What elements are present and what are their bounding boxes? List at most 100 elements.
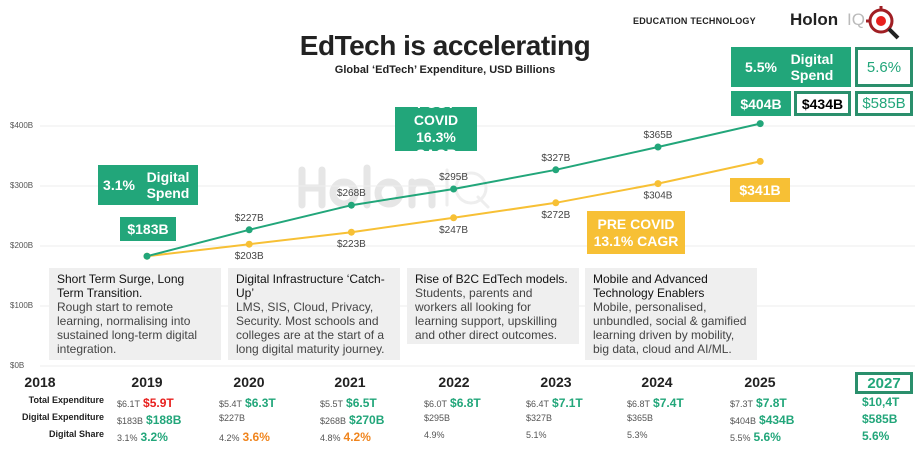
- digital-expenditure: $227B: [219, 413, 245, 423]
- data-point: [756, 157, 764, 165]
- total-expenditure-new: $7.8T: [756, 396, 787, 410]
- data-label: $268B: [337, 188, 366, 199]
- phase-box: Mobile and Advanced Technology Enablers M…: [585, 268, 757, 360]
- pre-covid-label: PRE COVID: [597, 215, 675, 232]
- page-title: EdTech is accelerating: [299, 30, 591, 61]
- digital-expenditure-new: $188B: [146, 413, 182, 427]
- data-point: [347, 201, 355, 209]
- end-value-new: $434B: [794, 91, 851, 116]
- year-header: 2025: [744, 374, 776, 390]
- total-expenditure-old: $5.5T: [320, 399, 344, 409]
- share-2027: 5.6%: [862, 429, 890, 443]
- data-point: [450, 185, 458, 193]
- phase-title: Short Term Surge, Long Term Transition.: [57, 272, 185, 300]
- total-expenditure: $5.4T $6.3T: [219, 396, 276, 410]
- total-expenditure-old: $6.1T: [117, 399, 141, 409]
- data-point: [245, 240, 253, 248]
- digital-expenditure: $268B $270B: [320, 413, 384, 427]
- data-point: [654, 180, 662, 188]
- digital-share-old: 4.2%: [219, 433, 240, 443]
- digital-expenditure: $183B $188B: [117, 413, 181, 427]
- total-expenditure: $6.0T $6.8T: [424, 396, 481, 410]
- post-covid-callout: POST COVID 16.3% CAGR: [395, 95, 477, 162]
- digital-share-old: 3.1%: [117, 433, 138, 443]
- year-header: 2021: [334, 374, 366, 390]
- total-expenditure-new: $6.5T: [346, 396, 377, 410]
- data-label: $327B: [541, 153, 570, 164]
- digital-share-old: 4.8%: [320, 433, 341, 443]
- row-label: Digital Share: [48, 429, 104, 439]
- data-label: $247B: [439, 225, 468, 236]
- total-expenditure-old: $5.4T: [219, 399, 243, 409]
- year-header: 2024: [641, 374, 673, 390]
- digital-share: 4.2% 3.6%: [219, 430, 270, 444]
- target-search-icon: [866, 6, 900, 40]
- year-header: 2019: [131, 374, 163, 390]
- y-tick: $100B: [10, 301, 34, 310]
- digital-expenditure-old: $404B: [730, 416, 757, 426]
- total-expenditure-old: $6.8T: [627, 399, 651, 409]
- digital-share: 5.5% 5.6%: [730, 430, 781, 444]
- digital-expenditure-old: $183B: [117, 416, 144, 426]
- data-label: $223B: [337, 239, 366, 250]
- digital-share: 4.8% 4.2%: [320, 430, 371, 444]
- year-header: 2022: [438, 374, 470, 390]
- total-expenditure: $5.5T $6.5T: [320, 396, 377, 410]
- post-covid-cagr: 16.3% CAGR: [415, 129, 457, 162]
- digital-expenditure-old: $295B: [424, 413, 451, 423]
- watermark-logo: [298, 164, 490, 209]
- total-expenditure-new: $7.1T: [552, 396, 583, 410]
- pre-covid-callout: PRE COVID 13.1% CAGR: [587, 211, 685, 254]
- start-share: 3.1%: [103, 177, 135, 193]
- y-tick: $300B: [10, 181, 34, 190]
- phase-title: Rise of B2C EdTech models.: [415, 272, 568, 286]
- data-label: $304B: [644, 191, 673, 202]
- digital-expenditure-new: $434B: [759, 413, 795, 427]
- digital-share: 5.1%: [526, 430, 547, 440]
- start-share-callout: 3.1% Digital Spend: [98, 165, 198, 205]
- digital-expenditure: $327B: [526, 413, 552, 423]
- pre-covid-end-value: $341B: [730, 178, 790, 202]
- data-label: $203B: [235, 251, 264, 262]
- year-2027: 2027: [855, 372, 913, 394]
- digital-expenditure-old: $365B: [627, 413, 654, 423]
- brand-text: EDUCATION TECHNOLOGY: [633, 16, 756, 26]
- digital-share-old: 4.9%: [424, 430, 445, 440]
- year-header: 2020: [233, 374, 265, 390]
- digital-share-old: 5.3%: [627, 430, 648, 440]
- data-point: [756, 120, 764, 128]
- value-2027: $585B: [855, 91, 913, 116]
- digital-share-old: 5.5%: [730, 433, 751, 443]
- data-label: $272B: [541, 210, 570, 221]
- end-share-new: 5.6%: [855, 47, 913, 87]
- data-point: [552, 166, 560, 174]
- digital-share-new: 5.6%: [753, 430, 781, 444]
- brand-name: Holon: [790, 10, 839, 29]
- end-value: $404B: [731, 91, 791, 116]
- total-expenditure-old: $6.4T: [526, 399, 550, 409]
- total-expenditure: $6.8T $7.4T: [627, 396, 684, 410]
- phase-box: Rise of B2C EdTech models. Students, pare…: [407, 268, 579, 344]
- data-point: [143, 252, 151, 260]
- digital-expenditure-old: $227B: [219, 413, 246, 423]
- phase-body: LMS, SIS, Cloud, Privacy, Security. Most…: [236, 300, 385, 356]
- post-covid-label: POST COVID: [413, 95, 459, 128]
- pre-covid-cagr: 13.1% CAGR: [593, 232, 679, 249]
- digital-2027: $585B: [862, 412, 898, 426]
- data-point: [245, 226, 253, 234]
- digital-expenditure-old: $268B: [320, 416, 347, 426]
- phase-body: Students, parents and workers all lookin…: [415, 286, 558, 342]
- digital-spend-label: Digital Spend: [146, 169, 190, 201]
- digital-share: 5.3%: [627, 430, 648, 440]
- data-label: $227B: [235, 213, 264, 224]
- end-share-callout: 5.5% Digital Spend: [731, 47, 851, 87]
- total-expenditure-new: $6.3T: [245, 396, 276, 410]
- start-value-callout: $183B: [120, 217, 176, 241]
- phase-title: Mobile and Advanced Technology Enablers: [593, 272, 708, 300]
- digital-share-new: 3.6%: [242, 430, 270, 444]
- phase-box: Short Term Surge, Long Term Transition. R…: [49, 268, 221, 360]
- row-label: Total Expenditure: [28, 395, 104, 405]
- phase-body: Mobile, personalised, unbundled, social …: [593, 300, 747, 356]
- digital-expenditure-old: $327B: [526, 413, 553, 423]
- y-tick: $200B: [10, 241, 34, 250]
